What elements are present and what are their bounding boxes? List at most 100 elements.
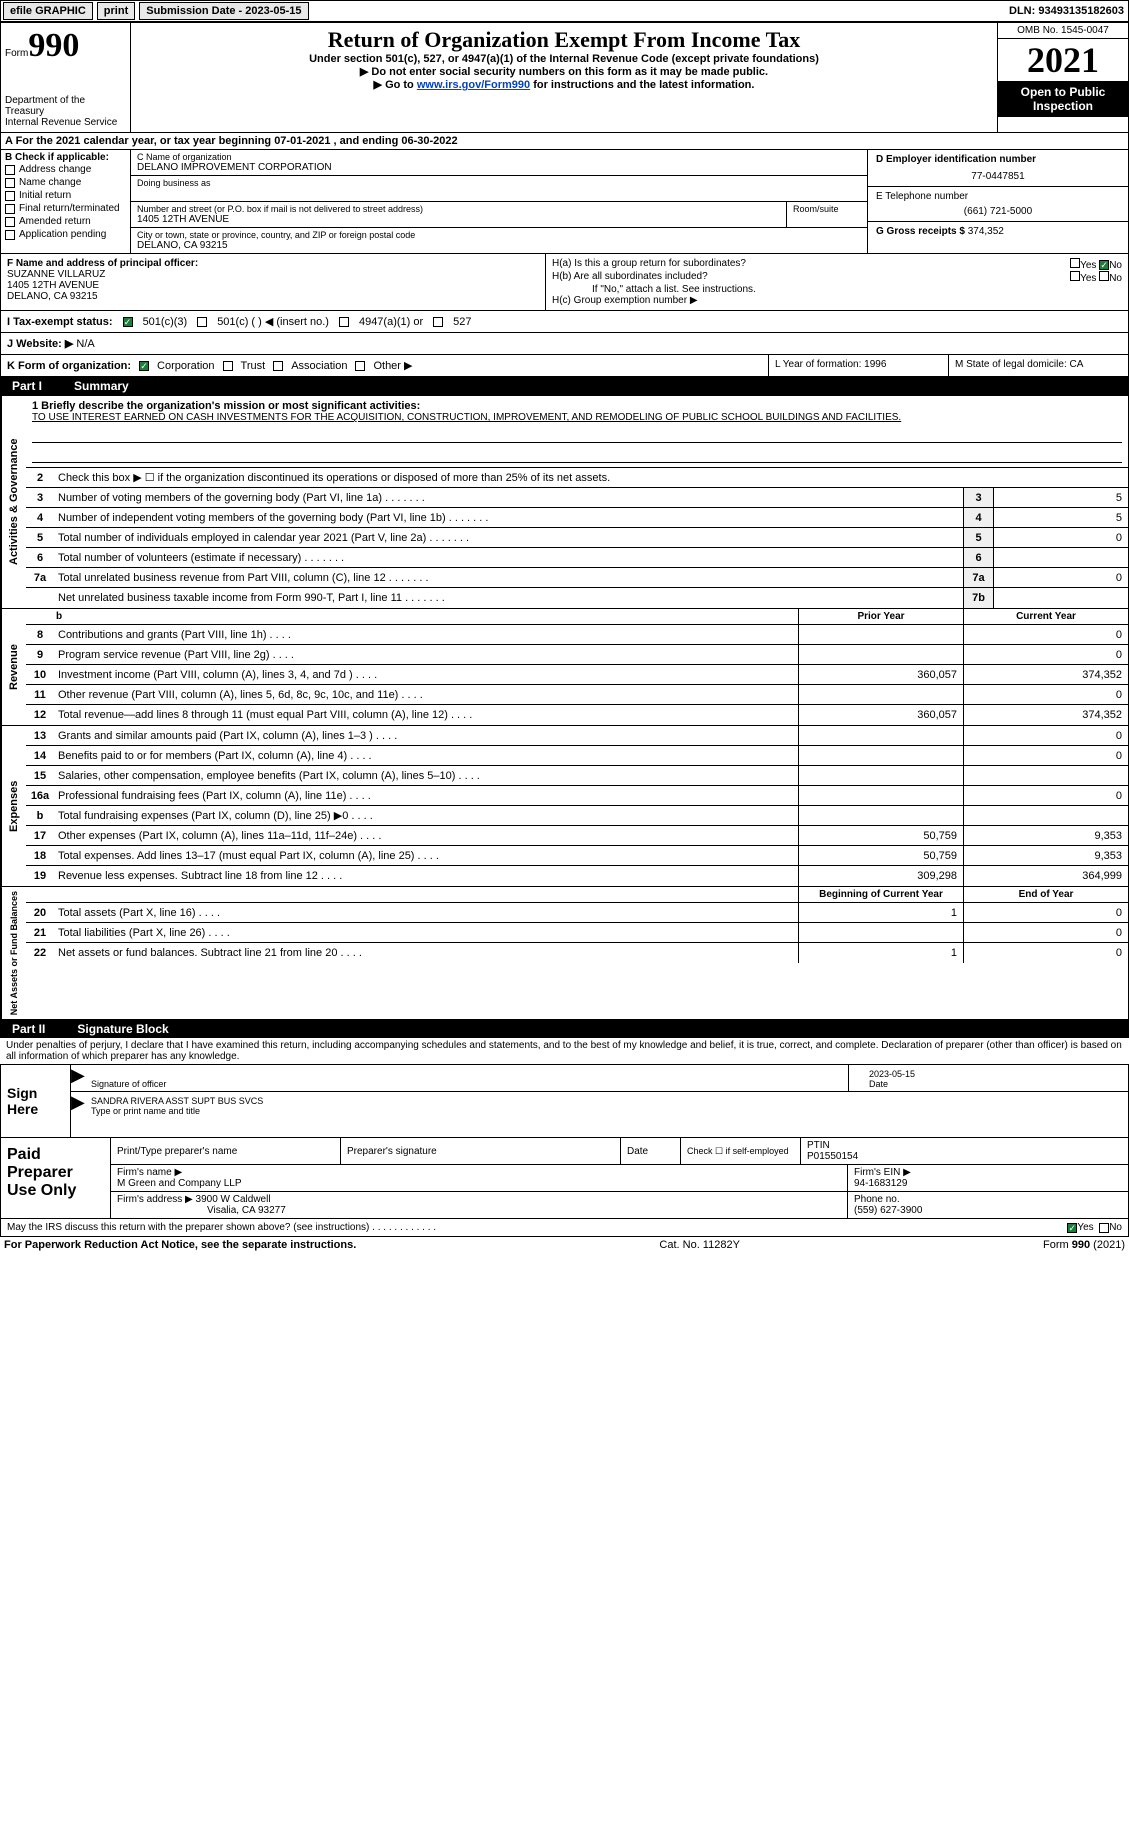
cb-corp[interactable]: ✓ [139, 361, 149, 371]
discuss-no-cb[interactable] [1099, 1223, 1109, 1233]
two-col-line: 8 Contributions and grants (Part VIII, l… [26, 625, 1128, 645]
line-num: 22 [26, 943, 54, 963]
firm-addr-cell: Firm's address ▶ 3900 W Caldwell Visalia… [111, 1192, 848, 1218]
officer-addr2: DELANO, CA 93215 [7, 291, 539, 302]
section-i: I Tax-exempt status: ✓501(c)(3) 501(c) (… [0, 311, 1129, 333]
line-text: Grants and similar amounts paid (Part IX… [54, 726, 798, 745]
footer-mid: Cat. No. 11282Y [659, 1239, 740, 1251]
vert-activities: Activities & Governance [1, 396, 26, 608]
prior-val: 360,057 [798, 705, 963, 725]
cb-501c[interactable] [197, 317, 207, 327]
line-val: 0 [993, 568, 1128, 587]
two-col-line: 13 Grants and similar amounts paid (Part… [26, 726, 1128, 746]
col-begin-header: Beginning of Current Year [798, 887, 963, 902]
preparer-block: Paid Preparer Use Only Print/Type prepar… [0, 1138, 1129, 1219]
omb-number: OMB No. 1545-0047 [998, 23, 1128, 39]
cb-initial-return[interactable]: Initial return [5, 189, 126, 202]
hb-label: H(b) Are all subordinates included? [552, 271, 708, 284]
discuss-yes-cb[interactable]: ✓ [1067, 1223, 1077, 1233]
hb-no-cb[interactable] [1099, 271, 1109, 281]
line-val [993, 588, 1128, 608]
section-m: M State of legal domicile: CA [948, 355, 1128, 376]
firm-phone-label: Phone no. [854, 1194, 1122, 1205]
form-number: 990 [28, 27, 79, 64]
preparer-right: Print/Type preparer's name Preparer's si… [111, 1138, 1128, 1218]
prior-val [798, 726, 963, 745]
line2: 2 Check this box ▶ ☐ if the organization… [26, 468, 1128, 488]
line-text: Total revenue—add lines 8 through 11 (mu… [54, 705, 798, 725]
curr-val: 0 [963, 786, 1128, 805]
prep-row1: Print/Type preparer's name Preparer's si… [111, 1138, 1128, 1165]
line-text: Total number of volunteers (estimate if … [54, 550, 963, 566]
line-text: Number of independent voting members of … [54, 510, 963, 526]
street-row: Number and street (or P.O. box if mail i… [131, 202, 867, 228]
declaration-text: Under penalties of perjury, I declare th… [0, 1038, 1129, 1065]
prior-val: 1 [798, 943, 963, 963]
efile-button[interactable]: efile GRAPHIC [3, 2, 93, 20]
goto-prefix: ▶ Go to [374, 79, 417, 91]
section-c: C Name of organization DELANO IMPROVEMEN… [131, 150, 868, 253]
two-col-line: b Total fundraising expenses (Part IX, c… [26, 806, 1128, 826]
curr-val: 9,353 [963, 846, 1128, 865]
cb-trust[interactable] [223, 361, 233, 371]
cb-final-return[interactable]: Final return/terminated [5, 202, 126, 215]
arrow-icon: ▶ [71, 1065, 85, 1086]
cb-527[interactable] [433, 317, 443, 327]
section-d: D Employer identification number 77-0447… [868, 150, 1128, 253]
section-j: J Website: ▶ N/A [0, 333, 1129, 355]
hb-yes-cb[interactable] [1070, 271, 1080, 281]
ha-label: H(a) Is this a group return for subordin… [552, 258, 746, 271]
summary-main-ag: 1 Briefly describe the organization's mi… [26, 396, 1128, 608]
cb-assoc[interactable] [273, 361, 283, 371]
line-box: 6 [963, 548, 993, 567]
summary-line: Net unrelated business taxable income fr… [26, 588, 1128, 608]
vert-expenses: Expenses [1, 726, 26, 886]
line-num: 13 [26, 726, 54, 745]
summary-line: 3 Number of voting members of the govern… [26, 488, 1128, 508]
prior-val [798, 685, 963, 704]
opt3-label: 4947(a)(1) or [359, 316, 423, 328]
cb-4947[interactable] [339, 317, 349, 327]
line-num: 14 [26, 746, 54, 765]
prior-val [798, 625, 963, 644]
cb-address-change[interactable]: Address change [5, 163, 126, 176]
ein-label: D Employer identification number [876, 154, 1120, 165]
line-num: 6 [26, 552, 54, 564]
net-col-header-row: Beginning of Current Year End of Year [26, 887, 1128, 903]
k-left: K Form of organization: ✓Corporation Tru… [1, 355, 768, 376]
curr-val: 9,353 [963, 826, 1128, 845]
cb-app-pending[interactable]: Application pending [5, 228, 126, 241]
gross-value: 374,352 [968, 226, 1004, 237]
org-name-cell: C Name of organization DELANO IMPROVEMEN… [131, 150, 867, 176]
curr-val: 0 [963, 726, 1128, 745]
firm-phone: (559) 627-3900 [854, 1205, 1122, 1216]
mission-text: TO USE INTEREST EARNED ON CASH INVESTMEN… [32, 412, 1122, 423]
summary-netassets: Net Assets or Fund Balances Beginning of… [0, 887, 1129, 1020]
curr-val: 0 [963, 625, 1128, 644]
cb-name-change[interactable]: Name change [5, 176, 126, 189]
yes-label: Yes [1080, 273, 1096, 284]
cb-501c3[interactable]: ✓ [123, 317, 133, 327]
print-button[interactable]: print [97, 2, 135, 20]
irs-link[interactable]: www.irs.gov/Form990 [417, 79, 530, 91]
firm-addr2: Visalia, CA 93277 [117, 1205, 841, 1216]
firm-name-label: Firm's name ▶ [117, 1167, 841, 1178]
cb-amended[interactable]: Amended return [5, 215, 126, 228]
col-header-b: b [26, 609, 798, 624]
dept-label: Department of the TreasuryInternal Reven… [5, 95, 126, 128]
ha-yes-cb[interactable] [1070, 258, 1080, 268]
line-box: 7b [963, 588, 993, 608]
form-prefix: Form [5, 48, 28, 59]
hc-label: H(c) Group exemption number ▶ [552, 295, 1122, 306]
sig-name-cell: SANDRA RIVERA ASST SUPT BUS SVCS Type or… [71, 1092, 1128, 1118]
prior-val: 309,298 [798, 866, 963, 886]
phone-label: E Telephone number [876, 191, 1120, 202]
footer-left: For Paperwork Reduction Act Notice, see … [4, 1239, 356, 1251]
section-k-label: K Form of organization: [7, 360, 131, 372]
opt1-label: 501(c)(3) [143, 316, 188, 328]
line-text: Investment income (Part VIII, column (A)… [54, 665, 798, 684]
prior-val [798, 645, 963, 664]
curr-val: 0 [963, 903, 1128, 922]
ha-no-cb[interactable]: ✓ [1099, 260, 1109, 270]
cb-other[interactable] [355, 361, 365, 371]
